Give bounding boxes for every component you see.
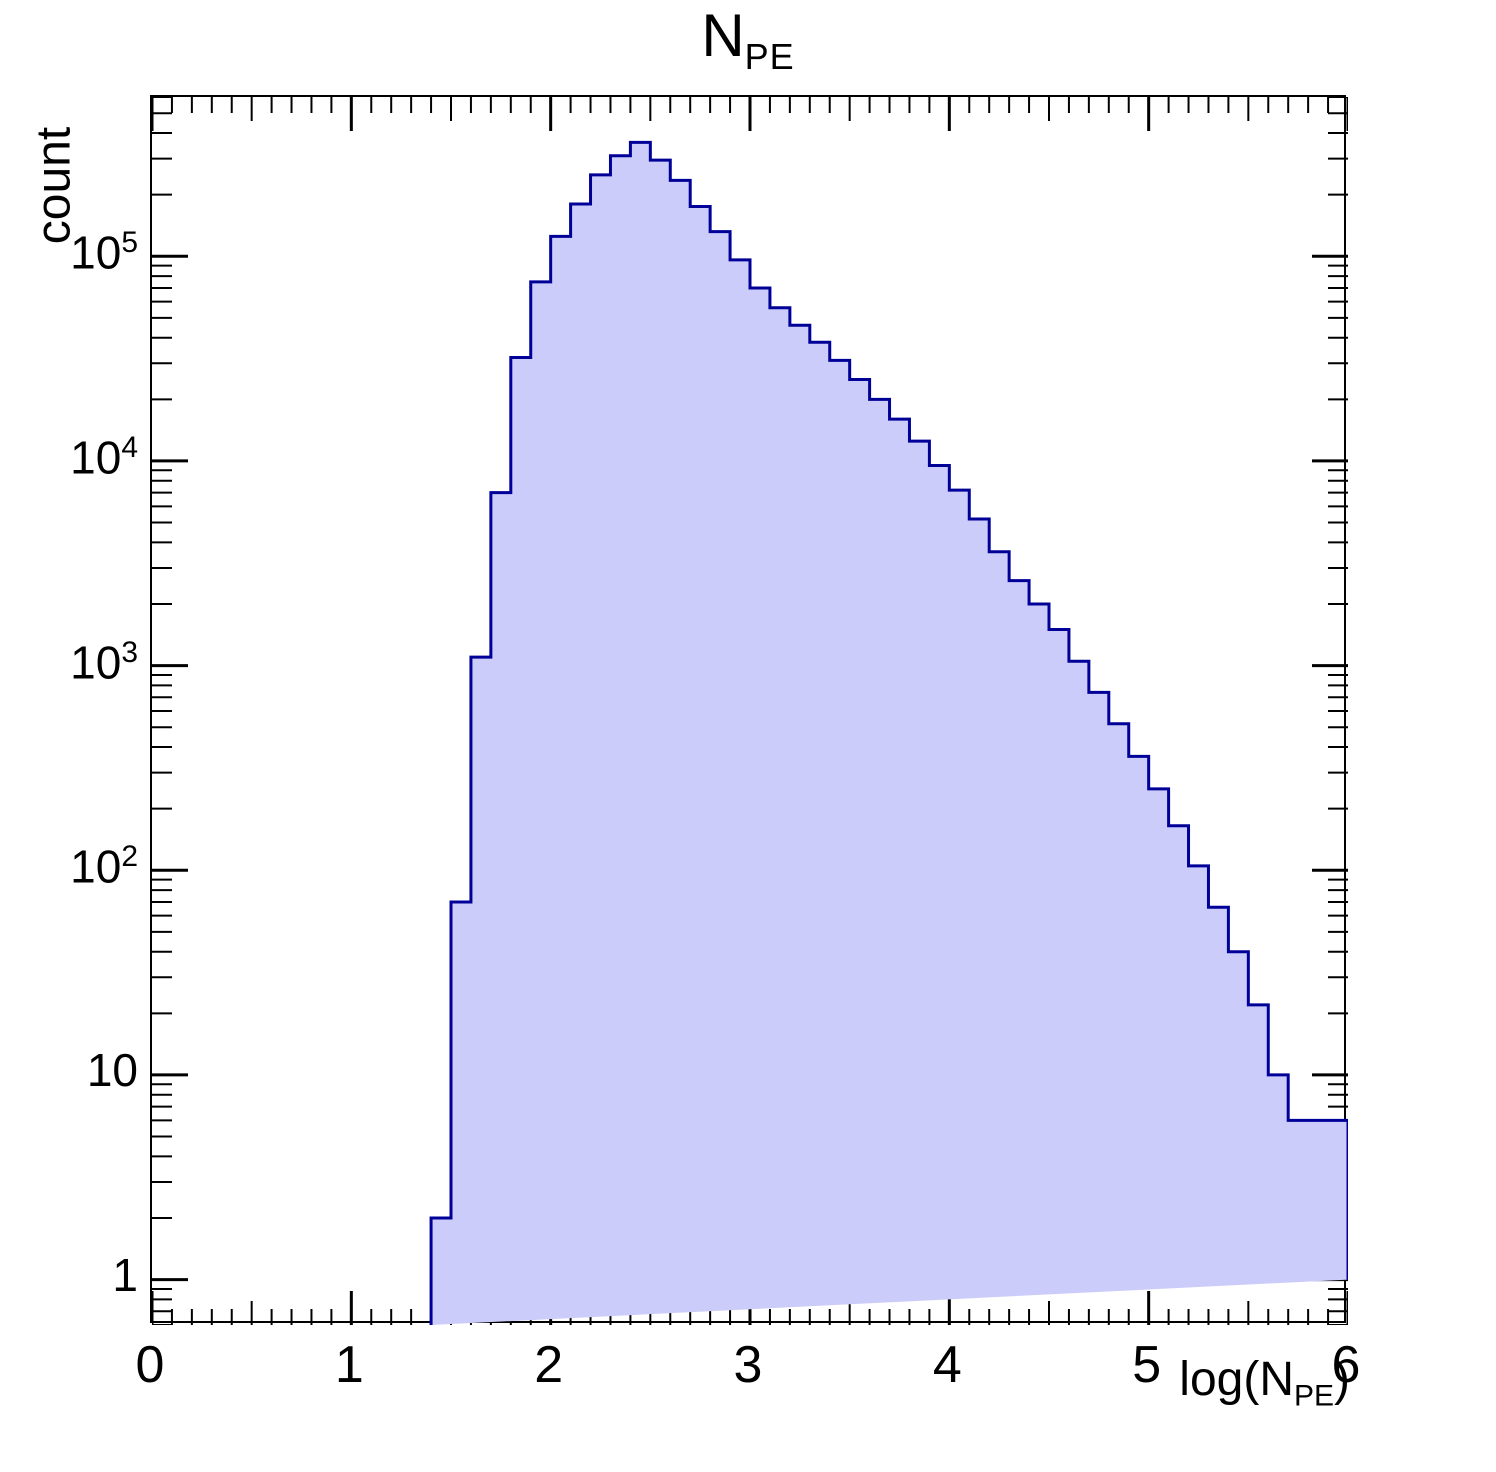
- x-axis-title-subscript: PE: [1293, 1379, 1335, 1413]
- x-axis-title: log(NPE): [1080, 1352, 1350, 1414]
- plot-title-main: N: [701, 2, 745, 69]
- y-tick-label: 105: [8, 226, 138, 276]
- y-tick-exponent: 2: [121, 840, 138, 874]
- x-tick-label: 2: [534, 1336, 564, 1394]
- x-axis-title-main: log(N: [1179, 1353, 1294, 1406]
- y-tick-label: 103: [8, 635, 138, 688]
- x-axis-ticks-top: [152, 97, 1348, 131]
- plot-frame: [150, 95, 1348, 1325]
- page-title: NPE: [0, 6, 1496, 75]
- y-tick-mantissa: 10: [70, 226, 122, 279]
- y-tick-exponent: 5: [121, 226, 138, 260]
- plot-title-subscript: PE: [744, 36, 795, 77]
- y-tick-mantissa: 1: [112, 1248, 138, 1301]
- histogram-plot: [152, 97, 1348, 1325]
- y-tick-mantissa: 10: [70, 431, 122, 484]
- histogram-fill: [431, 142, 1348, 1325]
- y-tick-label: 102: [8, 840, 138, 890]
- y-tick-label: 10: [8, 1047, 138, 1093]
- x-tick-label: 3: [733, 1336, 763, 1394]
- x-axis-title-tail: ): [1334, 1353, 1350, 1406]
- y-tick-label: 104: [8, 430, 138, 484]
- y-tick-label: 1: [8, 1252, 138, 1298]
- y-tick-mantissa: 10: [70, 635, 122, 688]
- x-tick-label: 5: [1132, 1336, 1162, 1394]
- y-tick-mantissa: 10: [86, 1043, 138, 1096]
- y-axis-ticks-right: [1312, 97, 1348, 1325]
- histogram-outline: [429, 140, 1348, 1325]
- x-tick-label: 1: [334, 1336, 364, 1394]
- x-tick-label: 6: [1331, 1336, 1361, 1394]
- y-tick-exponent: 4: [121, 430, 138, 464]
- x-tick-label: 0: [135, 1336, 165, 1394]
- y-tick-exponent: 3: [121, 635, 138, 669]
- y-axis-ticks: [152, 97, 188, 1325]
- y-tick-mantissa: 10: [70, 840, 122, 893]
- x-tick-label: 4: [932, 1336, 962, 1394]
